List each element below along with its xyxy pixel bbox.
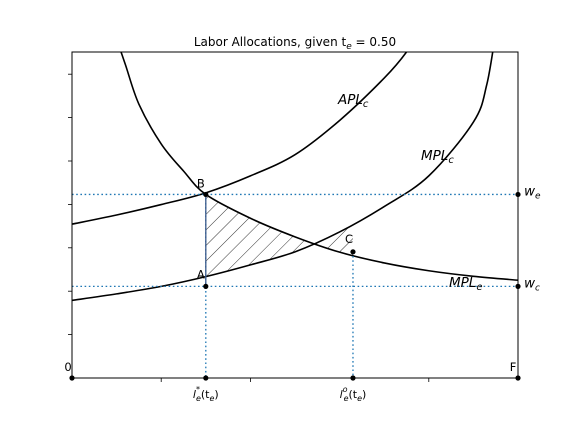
mpl-c-curve xyxy=(72,52,494,302)
curve-label-2: MPLe xyxy=(449,275,482,293)
chart-title: Labor Allocations, given te = 0.50 xyxy=(194,35,396,52)
end-label: F xyxy=(510,360,517,374)
wage-marker-e xyxy=(515,191,521,198)
plot-clip-group xyxy=(72,52,518,302)
point-label-A: A xyxy=(197,267,205,281)
point-A xyxy=(203,283,209,289)
wage-label-e: we xyxy=(524,183,541,201)
point-label-C: C xyxy=(345,232,353,246)
curve-label-1: MPLc xyxy=(421,148,454,166)
apl-c-curve xyxy=(72,52,408,225)
origin-label: 0 xyxy=(64,360,71,374)
end-marker xyxy=(515,375,521,381)
xtick-marker-0 xyxy=(203,375,209,381)
origin-marker xyxy=(69,375,75,381)
wage-marker-c xyxy=(515,283,521,289)
curve-label-0: APLc xyxy=(337,92,369,110)
wage-label-c: wc xyxy=(524,275,540,293)
xtick-label-1: lo e(te) xyxy=(340,385,367,403)
axes-frame xyxy=(71,51,519,379)
plot-area: B A C APLc MPLc MPLe we wc l* e(te) lo e(te) xyxy=(68,51,541,403)
point-B xyxy=(203,191,209,198)
point-label-B: B xyxy=(197,176,205,190)
xtick-marker-1 xyxy=(350,375,356,381)
point-C xyxy=(350,249,356,255)
mpl-e-curve xyxy=(120,52,518,281)
xtick-label-0: l* e(te) xyxy=(193,385,219,403)
